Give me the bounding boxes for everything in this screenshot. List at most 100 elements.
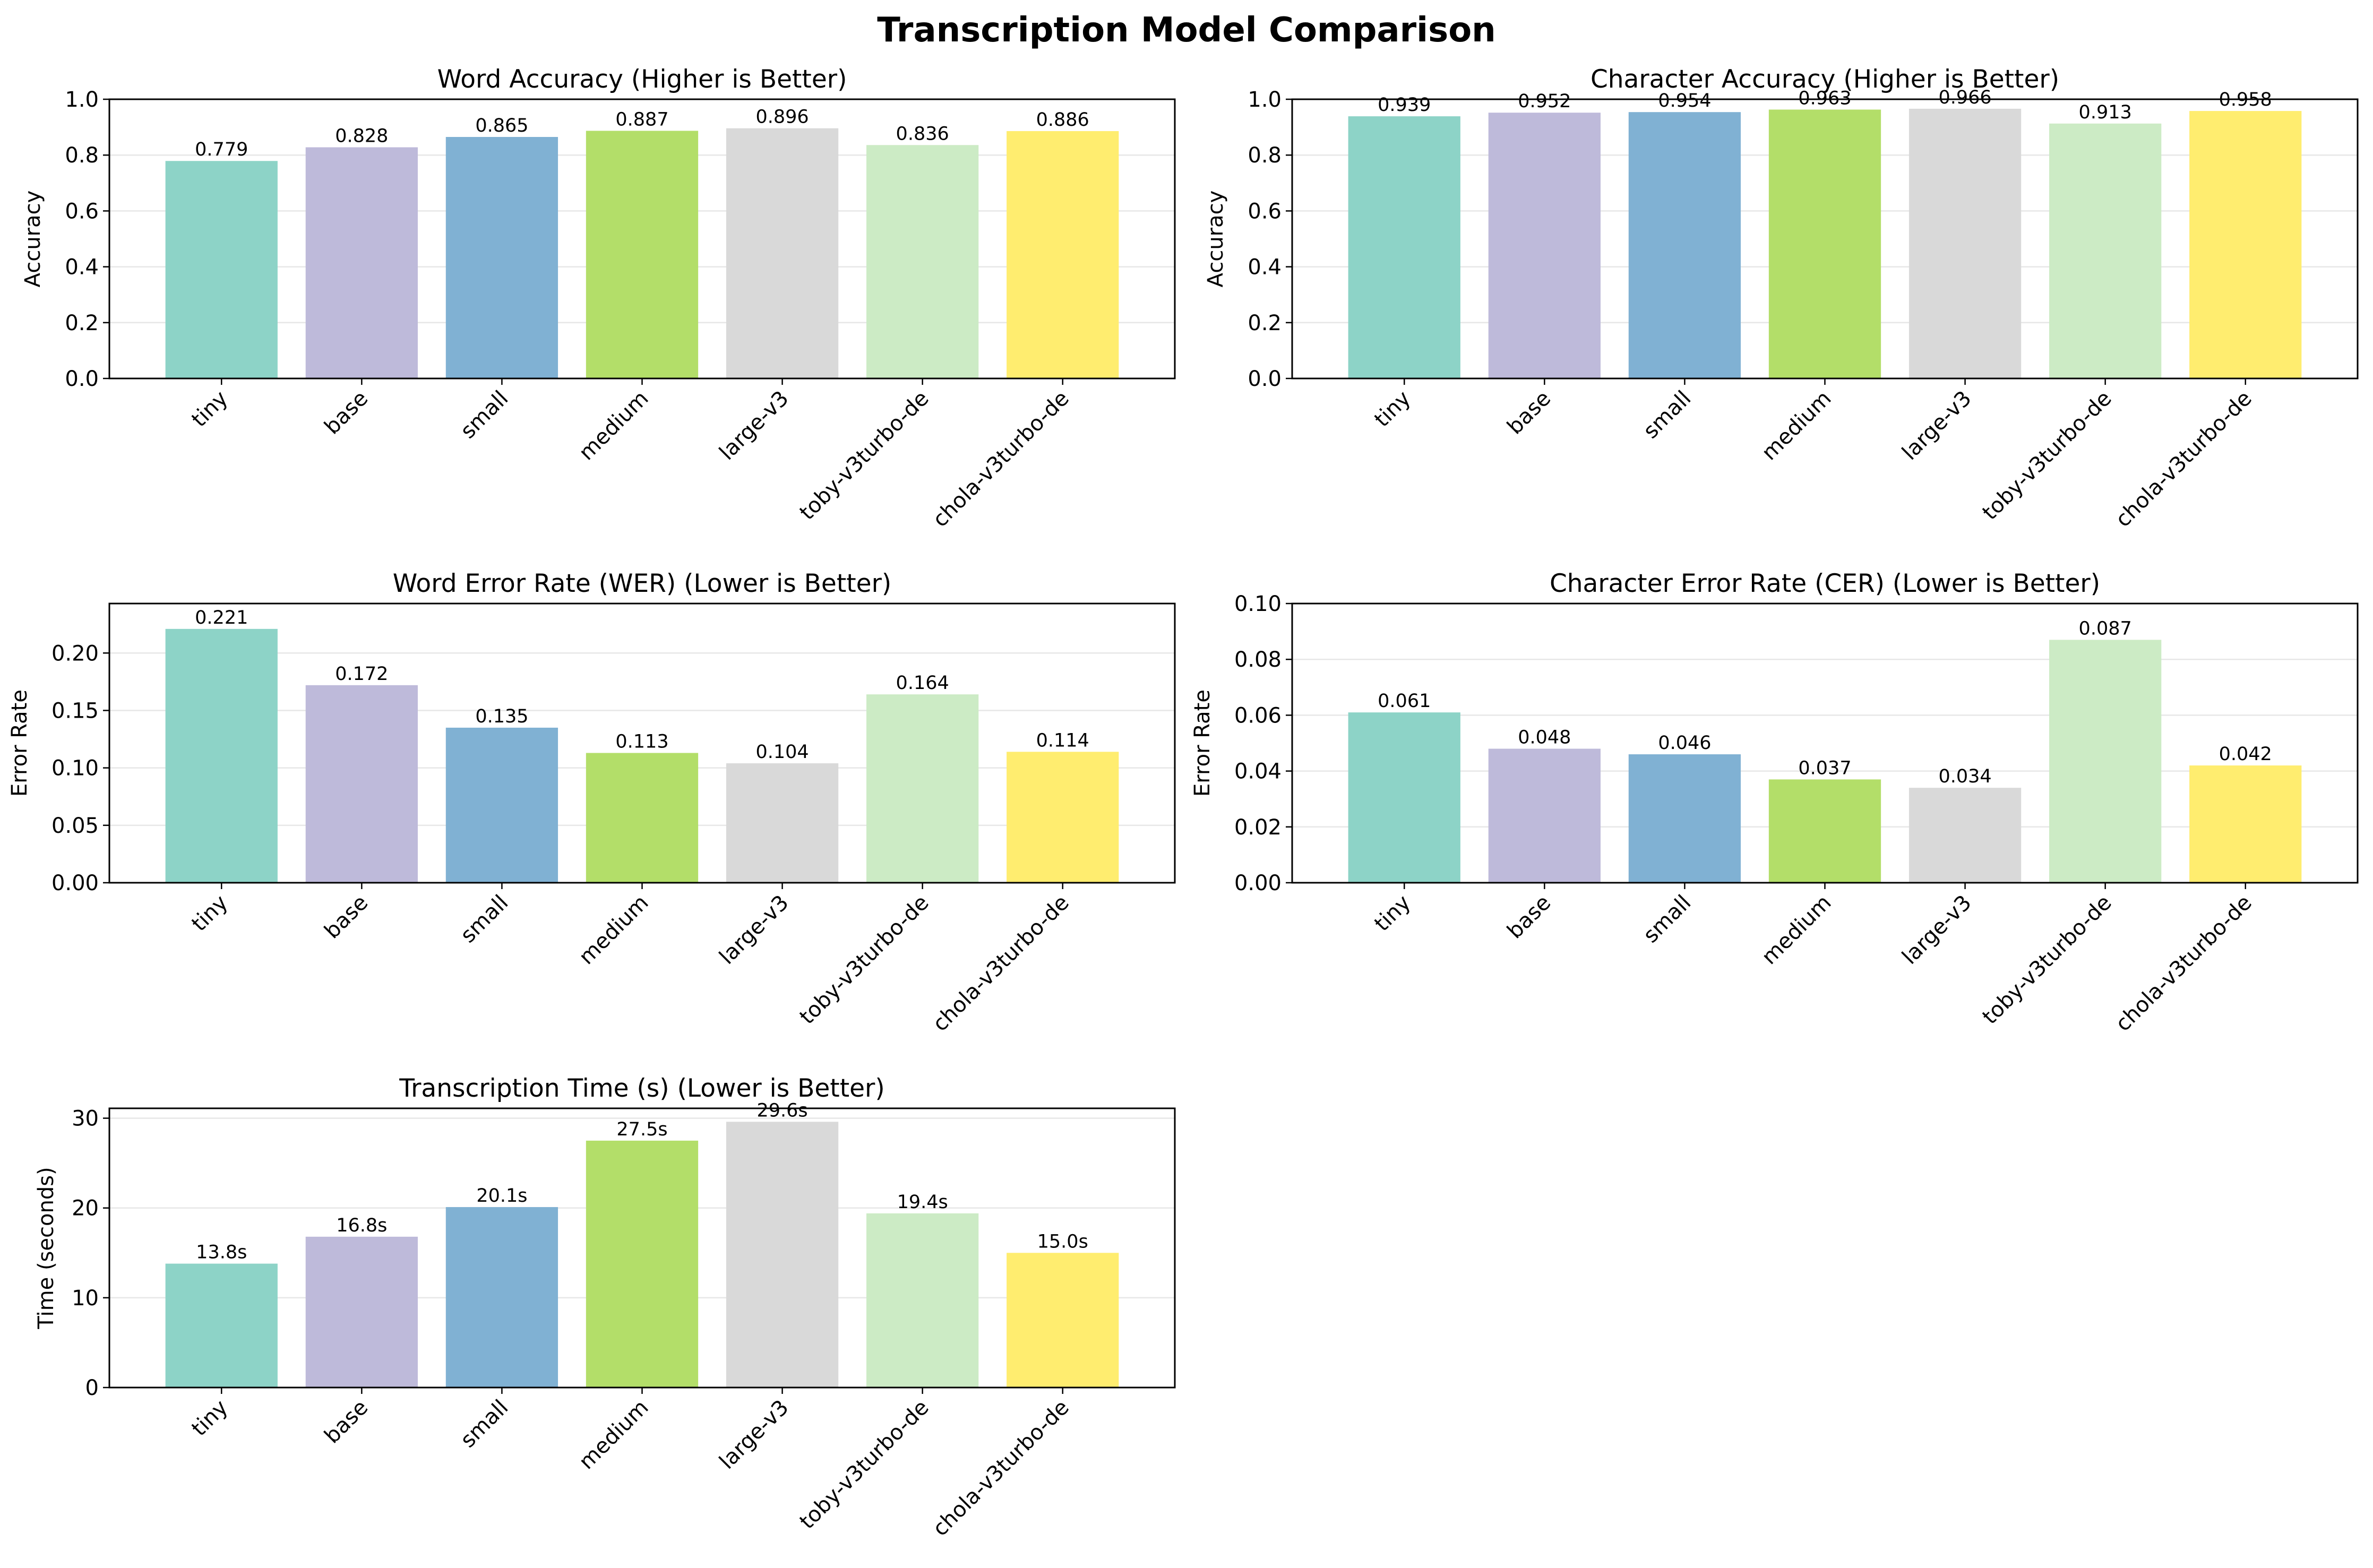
x-tick-label-large-v3: large-v3 bbox=[1897, 891, 1976, 969]
value-label-chola-v3turbo-de: 0.042 bbox=[2219, 744, 2272, 765]
bar-large-v3 bbox=[726, 1122, 839, 1388]
axes-frame bbox=[108, 1107, 1176, 1389]
y-tick-label: 0.10 bbox=[1234, 592, 1282, 616]
value-label-medium: 0.037 bbox=[1798, 757, 1851, 779]
chart-panel-2: 0.0 0.2 0.4 0.6 0.8 1.0 0.939 tiny 0.952 base 0.95… bbox=[1203, 65, 2359, 532]
x-tick-label-chola-v3turbo-de: chola-v3turbo-de bbox=[928, 891, 1074, 1037]
value-label-tiny: 0.939 bbox=[1378, 94, 1431, 116]
bar-medium bbox=[586, 753, 699, 883]
y-tick-label: 0.00 bbox=[1234, 871, 1282, 895]
bar-tiny bbox=[165, 1263, 278, 1388]
bar-toby-v3turbo-de bbox=[866, 145, 979, 378]
y-tick-label: 0.8 bbox=[65, 143, 99, 168]
x-tick-label-large-v3: large-v3 bbox=[715, 891, 793, 969]
y-axis-label: Accuracy bbox=[1203, 191, 1228, 288]
value-label-small: 0.046 bbox=[1658, 733, 1711, 754]
value-label-small: 0.954 bbox=[1658, 90, 1711, 111]
value-label-toby-v3turbo-de: 0.836 bbox=[896, 123, 949, 144]
value-label-tiny: 0.779 bbox=[195, 139, 248, 160]
value-label-tiny: 13.8s bbox=[196, 1242, 247, 1263]
axes-frame bbox=[1291, 602, 2359, 884]
x-tick-label-small: small bbox=[456, 1395, 513, 1453]
bar-small bbox=[445, 1207, 558, 1388]
chart-panels: 0.0 0.2 0.4 0.6 0.8 1.0 0.779 tiny 0.828 base 0.86… bbox=[7, 65, 2359, 1541]
x-tick-label-medium: medium bbox=[574, 1395, 654, 1475]
bar-chola-v3turbo-de bbox=[1007, 131, 1119, 379]
chart-title: Word Error Rate (WER) (Lower is Better) bbox=[393, 569, 892, 598]
chart-panel-5: 0 10 20 30 13.8s tiny 16.8s base 20.1s small 27.5s… bbox=[34, 1074, 1176, 1541]
value-label-large-v3: 0.034 bbox=[1938, 766, 1991, 787]
x-tick-label-chola-v3turbo-de: chola-v3turbo-de bbox=[2111, 891, 2257, 1037]
bar-toby-v3turbo-de bbox=[866, 1213, 979, 1388]
bar-chola-v3turbo-de bbox=[1007, 752, 1119, 883]
y-tick-label: 20 bbox=[72, 1196, 99, 1221]
value-label-large-v3: 0.966 bbox=[1938, 87, 1991, 108]
x-tick-label-tiny: tiny bbox=[1370, 386, 1415, 432]
x-tick-label-toby-v3turbo-de: toby-v3turbo-de bbox=[795, 891, 933, 1029]
x-tick-label-tiny: tiny bbox=[187, 1395, 233, 1441]
y-tick-label: 0.6 bbox=[1248, 199, 1282, 223]
value-label-medium: 0.963 bbox=[1798, 88, 1851, 109]
bar-small bbox=[1628, 754, 1741, 883]
y-tick-label: 0.08 bbox=[1234, 648, 1282, 672]
chart-panel-4: 0.00 0.02 0.04 0.06 0.08 0.10 0.061 tiny 0.048 ba… bbox=[1190, 569, 2359, 1037]
x-tick-label-large-v3: large-v3 bbox=[715, 386, 793, 465]
x-tick-label-small: small bbox=[456, 891, 513, 948]
y-tick-label: 1.0 bbox=[1248, 88, 1282, 112]
x-tick-label-base: base bbox=[320, 386, 373, 440]
bar-tiny bbox=[1348, 712, 1460, 883]
x-tick-label-large-v3: large-v3 bbox=[1897, 386, 1976, 465]
bar-small bbox=[1628, 112, 1741, 379]
y-tick-label: 0.04 bbox=[1234, 760, 1282, 784]
axes-frame bbox=[108, 602, 1176, 884]
bar-chola-v3turbo-de bbox=[2189, 111, 2302, 379]
value-label-base: 0.952 bbox=[1518, 91, 1571, 112]
x-tick-label-medium: medium bbox=[574, 891, 654, 970]
y-tick-label: 0.20 bbox=[51, 641, 99, 666]
x-tick-label-tiny: tiny bbox=[187, 891, 233, 936]
y-tick-label: 0.02 bbox=[1234, 815, 1282, 840]
bar-toby-v3turbo-de bbox=[2049, 640, 2162, 883]
chart-title: Transcription Time (s) (Lower is Better) bbox=[399, 1074, 884, 1103]
value-label-toby-v3turbo-de: 0.164 bbox=[896, 673, 949, 694]
x-tick-label-chola-v3turbo-de: chola-v3turbo-de bbox=[928, 1395, 1074, 1541]
y-tick-label: 30 bbox=[72, 1107, 99, 1131]
y-tick-label: 0.2 bbox=[65, 311, 99, 335]
y-tick-label: 0.15 bbox=[51, 699, 99, 723]
y-tick-label: 10 bbox=[72, 1286, 99, 1311]
value-label-chola-v3turbo-de: 0.886 bbox=[1036, 109, 1089, 131]
bar-chola-v3turbo-de bbox=[2189, 765, 2302, 883]
bar-tiny bbox=[1348, 116, 1460, 378]
x-tick-label-large-v3: large-v3 bbox=[715, 1395, 793, 1474]
y-tick-label: 0.4 bbox=[1248, 255, 1282, 280]
y-axis-label: Error Rate bbox=[7, 690, 32, 797]
x-tick-label-chola-v3turbo-de: chola-v3turbo-de bbox=[2111, 386, 2257, 532]
y-tick-label: 0.0 bbox=[65, 367, 99, 391]
value-label-tiny: 0.221 bbox=[195, 607, 248, 628]
x-tick-label-small: small bbox=[1639, 891, 1696, 948]
x-tick-label-base: base bbox=[320, 1395, 373, 1449]
bar-large-v3 bbox=[726, 128, 839, 379]
axes-frame bbox=[108, 98, 1176, 380]
value-label-medium: 0.113 bbox=[615, 731, 668, 752]
value-label-tiny: 0.061 bbox=[1378, 691, 1431, 712]
bar-toby-v3turbo-de bbox=[2049, 123, 2162, 378]
bar-base bbox=[1488, 748, 1601, 883]
bar-base bbox=[305, 685, 418, 883]
chart-title: Word Accuracy (Higher is Better) bbox=[437, 65, 847, 94]
value-label-small: 0.865 bbox=[475, 115, 528, 136]
bar-small bbox=[445, 137, 558, 378]
value-label-toby-v3turbo-de: 0.087 bbox=[2079, 618, 2132, 639]
value-label-base: 0.828 bbox=[335, 125, 388, 147]
x-tick-label-toby-v3turbo-de: toby-v3turbo-de bbox=[795, 1395, 933, 1534]
x-tick-label-toby-v3turbo-de: toby-v3turbo-de bbox=[1978, 386, 2116, 525]
value-label-chola-v3turbo-de: 0.114 bbox=[1036, 730, 1089, 751]
chart-panel-3: 0.00 0.05 0.10 0.15 0.20 0.221 tiny 0.172 base 0.… bbox=[7, 569, 1176, 1037]
x-tick-label-tiny: tiny bbox=[1370, 891, 1415, 936]
y-tick-label: 0 bbox=[85, 1376, 99, 1400]
value-label-large-v3: 0.104 bbox=[755, 742, 809, 763]
bar-base bbox=[1488, 113, 1601, 379]
y-axis-label: Accuracy bbox=[21, 191, 45, 288]
x-tick-label-tiny: tiny bbox=[187, 386, 233, 432]
